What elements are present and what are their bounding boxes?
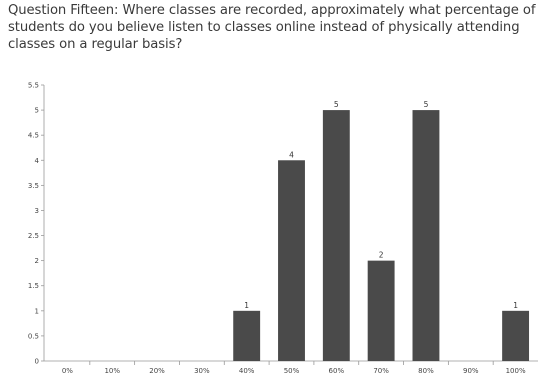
data-label: 5 bbox=[334, 100, 339, 109]
y-tick-label: 0 bbox=[35, 358, 39, 366]
x-tick-label: 90% bbox=[463, 367, 479, 373]
bar bbox=[322, 110, 350, 361]
y-tick-label: 2.5 bbox=[28, 232, 39, 240]
data-label: 4 bbox=[289, 150, 294, 159]
x-tick-label: 70% bbox=[373, 367, 389, 373]
x-tick-label: 10% bbox=[104, 367, 120, 373]
y-tick-label: 1 bbox=[35, 307, 39, 315]
x-axis: 0% 10% 20% 30% 40% 50% 60% 70% 80% 90% 100% bbox=[44, 360, 538, 373]
x-tick-label: 20% bbox=[149, 367, 165, 373]
data-labels: 1 4 5 2 5 1 bbox=[244, 100, 518, 310]
bar bbox=[502, 310, 530, 361]
x-tick-label: 50% bbox=[284, 367, 300, 373]
data-label: 1 bbox=[244, 301, 249, 310]
y-tick-label: 4.5 bbox=[28, 132, 39, 140]
y-tick-label: 1.5 bbox=[28, 282, 39, 290]
x-tick-label: 40% bbox=[239, 367, 255, 373]
x-tick-label: 100% bbox=[506, 367, 526, 373]
data-label: 1 bbox=[513, 301, 518, 310]
data-label: 2 bbox=[379, 251, 384, 260]
y-tick-label: 0.5 bbox=[28, 332, 39, 340]
x-tick-label: 60% bbox=[329, 367, 345, 373]
y-tick-label: 5.5 bbox=[28, 82, 39, 90]
chart-title: Question Fifteen: Where classes are reco… bbox=[8, 3, 536, 52]
bar bbox=[367, 260, 395, 361]
x-tick-label: 30% bbox=[194, 367, 210, 373]
y-tick-label: 3 bbox=[35, 207, 39, 215]
x-tick-label: 80% bbox=[418, 367, 434, 373]
x-tick-label: 0% bbox=[62, 367, 73, 373]
bars bbox=[233, 110, 530, 361]
bar bbox=[278, 160, 305, 361]
y-tick-label: 4 bbox=[35, 157, 40, 165]
y-tick-label: 3.5 bbox=[28, 182, 39, 190]
bar bbox=[233, 310, 261, 361]
y-tick-label: 2 bbox=[35, 257, 39, 265]
y-tick-label: 5 bbox=[35, 107, 39, 115]
data-label: 5 bbox=[424, 100, 429, 109]
y-axis: 0 0.5 1 1.5 2 2.5 3 3.5 4 4.5 5 5.5 bbox=[28, 82, 45, 366]
bar bbox=[412, 110, 440, 361]
